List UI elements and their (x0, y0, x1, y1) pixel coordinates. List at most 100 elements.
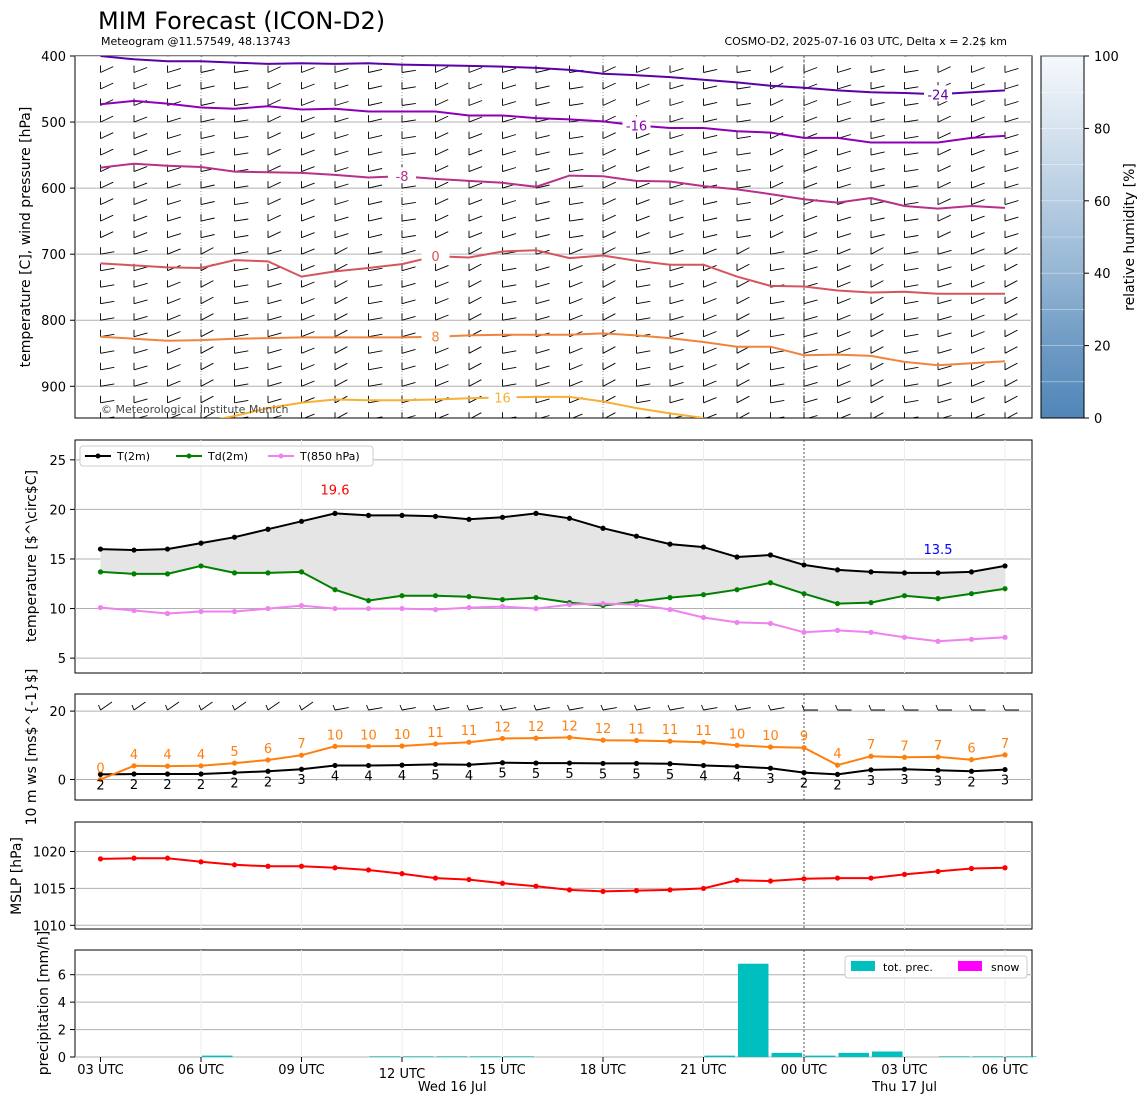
wind-barb (334, 230, 349, 239)
wind-barb (569, 313, 583, 321)
gust-value-label: 7 (867, 738, 875, 753)
wind-point (466, 739, 472, 745)
wind-barb (569, 164, 584, 173)
wind-barb (803, 181, 818, 189)
wind-barb (502, 148, 517, 156)
temperature-point (466, 594, 472, 600)
wind-barb (301, 329, 315, 338)
wind-barb (267, 346, 282, 354)
wind-speed-value-label: 3 (1001, 774, 1009, 789)
gust-value-label: 7 (297, 737, 305, 752)
wind-barb (368, 197, 383, 206)
surface-wind-barb (801, 704, 818, 711)
wind-barb (100, 296, 115, 305)
wind-barb (234, 131, 249, 140)
wind-barb (669, 197, 684, 206)
precip-bar (1006, 1056, 1037, 1057)
wind-barb (133, 296, 148, 305)
wind-barb (535, 164, 550, 173)
temperature-point (131, 607, 137, 614)
wind-barb (904, 65, 919, 73)
wind-barb (334, 197, 349, 206)
mslp-point (901, 871, 908, 877)
temperature-point (667, 606, 673, 613)
wind-barb (368, 56, 371, 57)
wind-barb (267, 56, 270, 57)
temperature-point (97, 604, 104, 611)
wind-barb (636, 263, 651, 272)
wind-barb (736, 197, 751, 206)
wind-point (667, 761, 673, 767)
wind-barb (904, 346, 919, 354)
temperature-point (767, 580, 774, 586)
time-tick-label: 03 UTC (77, 1063, 123, 1078)
mslp-point (332, 865, 338, 871)
wind-barb (368, 148, 383, 156)
wind-barb (736, 131, 751, 140)
wind-barb (870, 395, 884, 404)
wind-barb (971, 296, 985, 305)
wind-barb (803, 148, 818, 156)
wind-barb (334, 131, 349, 140)
wind-speed-value-label: 5 (431, 768, 439, 783)
wind-barb (167, 329, 181, 338)
wind-barb (267, 296, 282, 305)
wind-barb (133, 412, 148, 418)
wind-barb (870, 247, 884, 255)
precip-ytick-label: 2 (58, 1024, 66, 1039)
surface-wind-barb (768, 704, 785, 711)
wind-barb (502, 280, 517, 288)
wind-barb (1004, 56, 1007, 57)
wind-barb (803, 263, 818, 272)
surface-wind-barb (935, 704, 952, 711)
wind-barb (200, 56, 204, 57)
wind-barb (803, 313, 818, 321)
wind-barb (803, 164, 818, 173)
wind-barb (334, 362, 348, 371)
wind-barb (502, 263, 517, 272)
wind-barb (937, 115, 951, 123)
wind-barb (435, 181, 449, 189)
wind-barb (904, 362, 919, 371)
temperature-point (231, 534, 238, 540)
wind-barb (636, 181, 650, 189)
wind-barb (937, 263, 952, 272)
wind-barb (971, 214, 985, 222)
wind-barb (736, 230, 751, 239)
wind-barb (267, 164, 281, 173)
wind-barb (636, 56, 638, 57)
wind-barb (837, 346, 851, 354)
wind-barb (602, 181, 616, 189)
wind-point (734, 763, 740, 770)
figure-title: MIM Forecast (ICON-D2) (98, 7, 385, 35)
temperature-point (767, 620, 774, 627)
wind-barb (133, 148, 148, 156)
wind-barb (468, 230, 483, 239)
wind-point (935, 754, 941, 760)
temperature-point (834, 600, 841, 607)
wind-barb (133, 131, 148, 140)
time-tick-label: 03 UTC (881, 1063, 927, 1078)
wind-barb (234, 56, 238, 57)
wind-barb (267, 362, 282, 371)
wind-barb (334, 56, 337, 57)
wind-barb (937, 329, 952, 338)
rh-colorbar-label: relative humidity [%] (1122, 163, 1138, 311)
wind-barb (468, 164, 483, 173)
wind-speed-value-label: 3 (934, 774, 942, 789)
wind-barb (904, 247, 919, 255)
wind-point (432, 741, 439, 747)
wind-barb (468, 82, 483, 90)
isotherm-label: 8 (431, 331, 439, 346)
wind-point (566, 760, 573, 766)
wind-barb (368, 131, 383, 140)
wind-barb (569, 247, 583, 255)
wind-point (265, 768, 271, 774)
mslp-ylabel: MSLP [hPa] (9, 837, 25, 915)
temperature-point (734, 554, 740, 560)
wind-barb (535, 280, 550, 288)
wind-barb (770, 362, 785, 371)
mslp-panel: 1010 1015 1020 MSLP [hPa] (9, 821, 1033, 934)
wind-barb (870, 230, 885, 239)
wind-barb (234, 280, 249, 288)
